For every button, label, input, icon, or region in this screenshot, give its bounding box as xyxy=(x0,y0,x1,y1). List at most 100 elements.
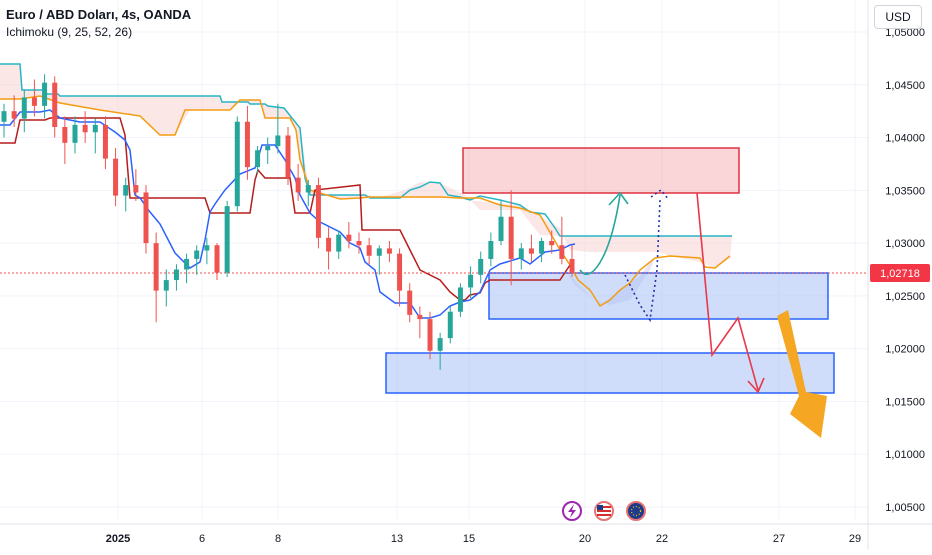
candle-body xyxy=(539,241,545,254)
candle-body xyxy=(244,121,250,168)
candle-body xyxy=(336,234,342,252)
candle-body xyxy=(184,258,190,270)
x-tick-label: 20 xyxy=(579,533,591,545)
candle-body xyxy=(102,124,108,159)
dotted-blue-projection xyxy=(624,199,661,323)
x-tick-label: 15 xyxy=(463,533,475,545)
candle-body xyxy=(407,290,413,315)
candle-body xyxy=(255,150,261,168)
green-arrowhead xyxy=(608,191,629,206)
senkou-span-a-line xyxy=(0,95,731,308)
big-down-arrow xyxy=(777,310,827,438)
candle-body xyxy=(447,311,453,339)
candle-body xyxy=(42,82,48,106)
y-tick-label: 1,00500 xyxy=(885,502,925,514)
candle-body xyxy=(397,253,403,291)
candle-body xyxy=(265,146,271,151)
lightning-icon[interactable] xyxy=(562,501,582,521)
ichimoku-lines xyxy=(0,63,868,319)
candle-body xyxy=(204,245,210,251)
supply-zone-box[interactable] xyxy=(462,147,740,194)
candle-body xyxy=(528,248,534,254)
y-tick-label: 1,02000 xyxy=(885,344,925,356)
candle-body xyxy=(315,185,321,238)
candle-body xyxy=(11,111,17,119)
candle-body xyxy=(173,269,179,281)
candle-body xyxy=(113,158,119,196)
candle-body xyxy=(275,135,281,146)
eu-flag-icon[interactable] xyxy=(626,501,646,521)
candle-body xyxy=(305,185,311,193)
candle-body xyxy=(62,127,68,143)
dotted-blue-arrowhead xyxy=(650,188,670,201)
y-tick-label: 1,04000 xyxy=(885,133,925,145)
candle-body xyxy=(295,177,301,193)
candles xyxy=(1,74,575,370)
candle-body xyxy=(498,216,504,241)
green-projection-arrow xyxy=(579,194,621,275)
candle-body xyxy=(1,111,7,122)
candle-body xyxy=(224,206,230,273)
candle-body xyxy=(468,274,474,288)
candle-body xyxy=(417,314,423,320)
red-projection-path xyxy=(696,192,759,391)
candle-body xyxy=(437,338,443,351)
x-tick-label: 22 xyxy=(656,533,668,545)
candle-body xyxy=(285,135,291,178)
red-arrowhead xyxy=(747,377,765,394)
x-tick-label: 27 xyxy=(773,533,785,545)
y-tick-label: 1,03500 xyxy=(885,185,925,197)
candle-body xyxy=(478,258,484,275)
candle-body xyxy=(326,237,332,252)
demand-zone-box-lower[interactable] xyxy=(385,352,835,394)
x-tick-label: 2025 xyxy=(106,533,130,545)
candle-body xyxy=(163,280,169,291)
candle-body xyxy=(356,241,362,246)
time-axis[interactable]: 2025 6 8 13 15 20 22 27 29 xyxy=(106,533,861,545)
candle-body xyxy=(366,245,372,256)
candle-body xyxy=(123,185,129,196)
y-tick-label: 1,02500 xyxy=(885,291,925,303)
chart-title: Euro / ABD Doları, 4s, OANDA xyxy=(6,7,192,22)
us-flag-icon[interactable] xyxy=(594,501,614,521)
candle-body xyxy=(518,248,524,259)
last-price-badge: 1,02718 xyxy=(870,264,930,282)
y-tick-label: 1,01500 xyxy=(885,396,925,408)
zones xyxy=(385,147,835,394)
candle-body xyxy=(346,234,352,241)
indicator-label[interactable]: Ichimoku (9, 25, 52, 26) xyxy=(6,25,133,39)
candle-body xyxy=(194,250,200,259)
candle-body xyxy=(92,124,98,133)
event-icons xyxy=(562,501,646,521)
candle-body xyxy=(457,287,463,312)
projection-drawings xyxy=(579,188,827,438)
candle-body xyxy=(153,243,159,291)
candle-body xyxy=(133,185,139,193)
y-tick-label: 1,05000 xyxy=(885,27,925,39)
candle-body xyxy=(386,248,392,254)
candle-body xyxy=(82,124,88,133)
candle-body xyxy=(214,245,220,273)
candle-body xyxy=(52,82,58,127)
candle-body xyxy=(569,258,575,273)
x-tick-label: 8 xyxy=(275,533,281,545)
x-tick-label: 6 xyxy=(199,533,205,545)
y-tick-label: 1,03000 xyxy=(885,238,925,250)
candle-body xyxy=(234,121,240,207)
candle-body xyxy=(559,245,565,259)
x-tick-label: 29 xyxy=(849,533,861,545)
candle-body xyxy=(31,97,37,106)
last-price-label: 1,02718 xyxy=(880,268,920,280)
currency-button[interactable]: USD xyxy=(874,5,922,29)
grid xyxy=(0,0,868,520)
y-tick-label: 1,04500 xyxy=(885,80,925,92)
candle-body xyxy=(376,248,382,256)
candle-body xyxy=(21,97,27,119)
candle-body xyxy=(72,124,78,143)
x-tick-label: 13 xyxy=(391,533,403,545)
y-tick-label: 1,01000 xyxy=(885,449,925,461)
senkou-span-b-line xyxy=(0,63,732,237)
